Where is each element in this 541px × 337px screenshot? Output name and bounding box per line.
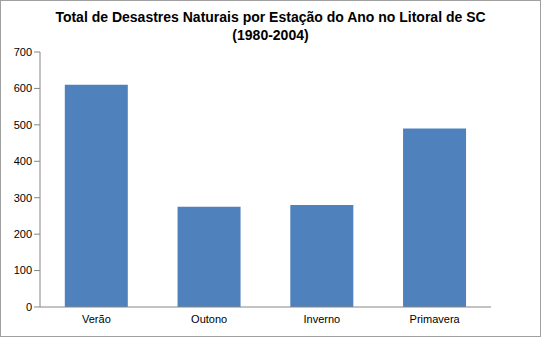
svg-text:600: 600 — [14, 82, 32, 94]
svg-text:100: 100 — [14, 264, 32, 276]
html-text:(1980-2004): (1980-2004) — [232, 27, 309, 43]
svg-text:200: 200 — [14, 228, 32, 240]
svg-text:300: 300 — [14, 192, 32, 204]
svg-text:0: 0 — [26, 301, 32, 313]
svg-text:Primavera: Primavera — [410, 313, 461, 325]
svg-text:700: 700 — [14, 46, 32, 58]
html-text:Total de Desastres Naturais po: Total de Desastres Naturais por Estação … — [55, 9, 486, 25]
svg-text:Outono: Outono — [191, 313, 227, 325]
svg-text:Verão: Verão — [82, 313, 111, 325]
svg-text:500: 500 — [14, 119, 32, 131]
svg-text:Inverno: Inverno — [304, 313, 341, 325]
svg-text:400: 400 — [14, 155, 32, 167]
